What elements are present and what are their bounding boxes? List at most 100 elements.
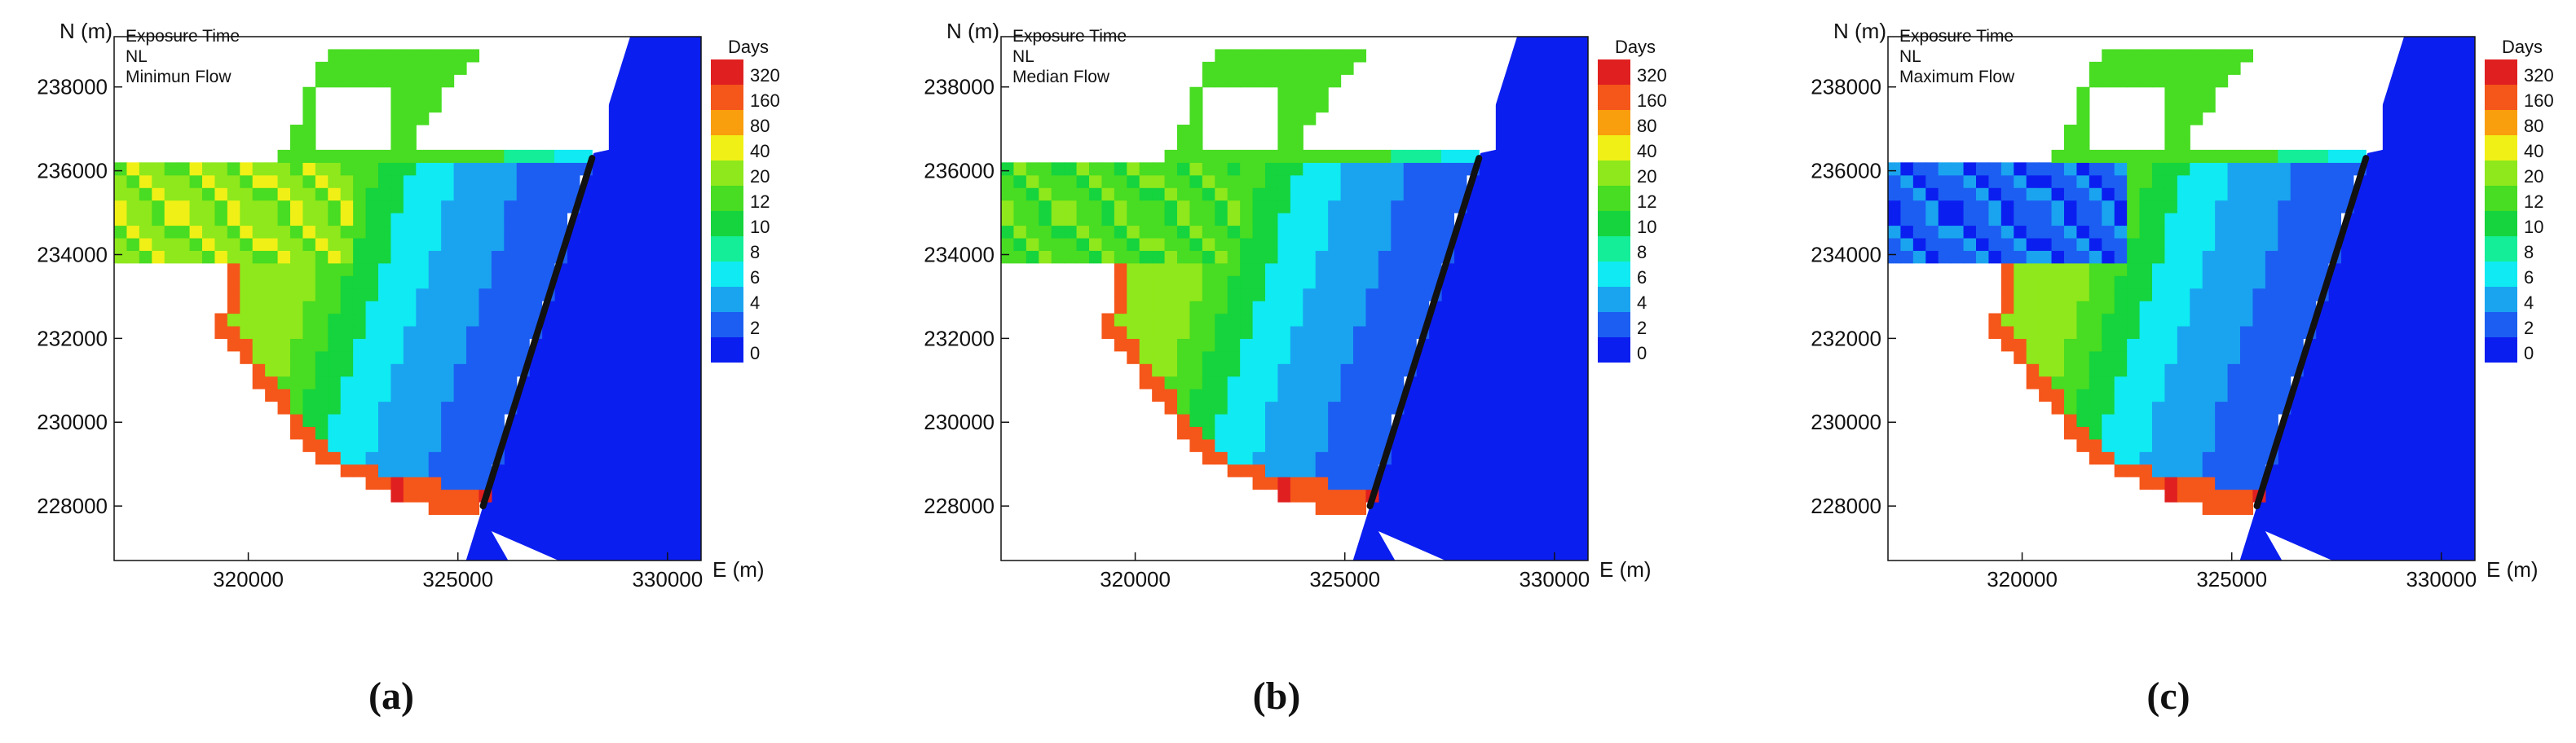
field-cell — [1391, 363, 1405, 377]
field-cell — [403, 74, 417, 88]
field-cell — [2227, 301, 2241, 314]
field-cell — [240, 237, 254, 251]
x-tick-label: 325000 — [2196, 567, 2267, 591]
field-cell — [1177, 413, 1191, 427]
field-cell — [428, 426, 442, 440]
field-cell — [491, 200, 505, 213]
field-cell — [1290, 301, 1303, 314]
field-cell — [1227, 49, 1241, 63]
field-cell — [2114, 413, 2128, 427]
field-cell — [2227, 313, 2241, 327]
field-cell — [2152, 401, 2166, 415]
field-cell — [2089, 438, 2102, 452]
field-cell — [353, 200, 367, 213]
field-cell — [390, 338, 404, 352]
field-cell — [466, 187, 480, 201]
field-cell — [2177, 250, 2190, 264]
field-cell — [2290, 288, 2304, 301]
field-cell — [2202, 149, 2216, 163]
field-cell — [416, 49, 430, 63]
field-cell — [1365, 187, 1379, 201]
field-cell — [315, 288, 329, 301]
field-cell — [2190, 162, 2203, 176]
field-cell — [378, 61, 392, 75]
field-cell — [2076, 350, 2090, 364]
field-cell — [2265, 301, 2278, 314]
field-cell — [328, 200, 342, 213]
field-cell — [2039, 162, 2053, 176]
field-cell — [1076, 174, 1090, 188]
field-cell — [2089, 275, 2102, 289]
panel-label: (c) — [2146, 675, 2190, 718]
field-cell — [353, 61, 367, 75]
field-cell — [315, 225, 329, 239]
field-cell — [403, 389, 417, 402]
field-cell — [1127, 325, 1140, 339]
field-cell — [315, 262, 329, 276]
field-cell — [302, 376, 316, 389]
field-cell — [2164, 301, 2178, 314]
field-cell — [1290, 363, 1303, 377]
field-cell — [2190, 213, 2203, 226]
field-cell — [1441, 174, 1455, 188]
field-cell — [1925, 187, 1939, 201]
field-cell — [152, 174, 165, 188]
field-cell — [227, 288, 240, 301]
field-cell — [1353, 350, 1367, 364]
field-cell — [2000, 213, 2014, 226]
field-cell — [1215, 389, 1228, 402]
field-cell — [277, 325, 291, 339]
field-cell — [1328, 225, 1342, 239]
field-cell — [1403, 325, 1417, 339]
field-cell — [1265, 401, 1279, 415]
field-cell — [1912, 250, 1926, 264]
field-cell — [1265, 288, 1279, 301]
field-cell — [2252, 426, 2266, 440]
field-cell — [2014, 162, 2027, 176]
field-cell — [1340, 338, 1354, 352]
field-cell — [2076, 438, 2090, 452]
field-cell — [2177, 200, 2190, 213]
field-cell — [1988, 162, 2002, 176]
field-cell — [390, 125, 404, 138]
field-cell — [152, 225, 165, 239]
field-cell — [1277, 464, 1291, 477]
field-cell — [2114, 426, 2128, 440]
field-cell — [1403, 162, 1417, 176]
field-cell — [1164, 376, 1178, 389]
field-cell — [1164, 262, 1178, 276]
field-cell — [2278, 301, 2291, 314]
field-cell — [240, 250, 254, 264]
field-cell — [416, 237, 430, 251]
field-cell — [516, 313, 530, 327]
field-cell — [1252, 61, 1266, 75]
field-cell — [2127, 325, 2141, 339]
field-cell — [315, 61, 329, 75]
colorbar-swatch — [711, 236, 743, 262]
field-cell — [2102, 313, 2115, 327]
field-cell — [1378, 237, 1392, 251]
field-cell — [516, 213, 530, 226]
field-cell — [2265, 338, 2278, 352]
field-cell — [2064, 338, 2078, 352]
field-cell — [2014, 275, 2027, 289]
field-cell — [1303, 350, 1317, 364]
field-cell — [1938, 162, 1952, 176]
field-cell — [265, 313, 279, 327]
field-cell — [240, 301, 254, 314]
field-cell — [1900, 174, 1914, 188]
field-cell — [1303, 174, 1317, 188]
field-cell — [2202, 325, 2216, 339]
field-cell — [139, 237, 152, 251]
field-cell — [2039, 301, 2053, 314]
field-cell — [390, 213, 404, 226]
field-cell — [365, 49, 379, 63]
field-cell — [1101, 174, 1115, 188]
field-cell — [479, 350, 492, 364]
field-cell — [340, 237, 354, 251]
field-cell — [2076, 288, 2090, 301]
colorbar-label: 80 — [750, 116, 770, 136]
field-cell — [1328, 74, 1342, 88]
field-cell — [1189, 401, 1203, 415]
panel-flow-label: Minimun Flow — [126, 68, 232, 86]
